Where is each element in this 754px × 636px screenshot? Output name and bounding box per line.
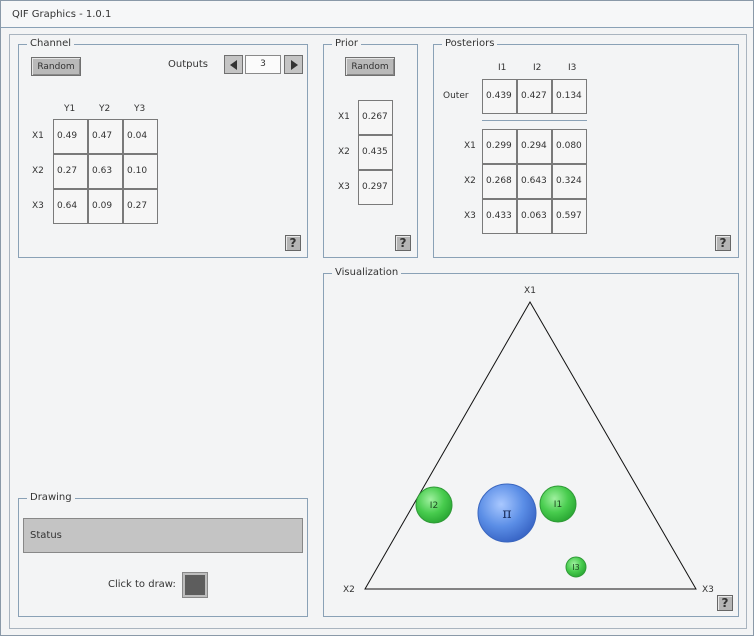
posteriors-cell: 0.268: [482, 164, 517, 199]
posteriors-cell: 0.299: [482, 129, 517, 164]
visualization-legend: Visualization: [332, 267, 402, 279]
posterior-point-i2[interactable]: [415, 486, 453, 524]
window-title: QIF Graphics - 1.0.1: [12, 9, 112, 20]
channel-cell[interactable]: 0.27: [53, 154, 88, 189]
title-bar: QIF Graphics - 1.0.1: [1, 1, 753, 28]
posterior-point-label: I1: [554, 500, 562, 510]
status-bar: Status: [23, 518, 303, 553]
channel-cell[interactable]: 0.04: [123, 119, 158, 154]
simplex-canvas[interactable]: X1 X2 X3 π I1 I2 I3: [324, 274, 738, 616]
posterior-point-i3[interactable]: [565, 556, 587, 578]
posteriors-cell: 0.063: [517, 199, 552, 234]
posteriors-column-header: I1: [498, 63, 507, 73]
posteriors-legend: Posteriors: [442, 38, 498, 50]
posteriors-cell: 0.643: [517, 164, 552, 199]
channel-cell[interactable]: 0.63: [88, 154, 123, 189]
posteriors-column-header: I3: [568, 63, 577, 73]
channel-row-label: X3: [32, 201, 44, 211]
channel-cell[interactable]: 0.64: [53, 189, 88, 224]
posteriors-row-label: X2: [464, 176, 476, 186]
channel-column-header: Y3: [134, 104, 146, 114]
posteriors-divider: [482, 120, 587, 121]
prior-point[interactable]: [477, 483, 537, 543]
posterior-point-label: I2: [430, 501, 438, 511]
arrow-right-icon: [291, 60, 298, 70]
channel-cell[interactable]: 0.09: [88, 189, 123, 224]
channel-cell[interactable]: 0.49: [53, 119, 88, 154]
posterior-point-label: I3: [572, 563, 579, 572]
posteriors-help-icon[interactable]: ?: [715, 235, 731, 251]
prior-row-label: X2: [338, 147, 350, 157]
posteriors-cell: 0.080: [552, 129, 587, 164]
vertex-label-left: X2: [343, 585, 355, 595]
posteriors-group: Posteriors I1 I2 I3 Outer 0.439 0.427 0.…: [433, 38, 739, 258]
posteriors-outer-cell: 0.134: [552, 79, 587, 114]
posteriors-row-label: X1: [464, 141, 476, 151]
prior-cell[interactable]: 0.297: [358, 170, 393, 205]
draw-color-swatch[interactable]: [182, 572, 208, 598]
outputs-label: Outputs: [168, 59, 208, 70]
channel-cell[interactable]: 0.27: [123, 189, 158, 224]
prior-row-label: X3: [338, 182, 350, 192]
simplex-triangle: [364, 300, 697, 590]
visualization-group: Visualization X1 X2: [323, 267, 739, 617]
outputs-field[interactable]: 3: [245, 55, 281, 74]
prior-legend: Prior: [332, 38, 361, 50]
posterior-point-i1[interactable]: [539, 485, 577, 523]
prior-group: Prior Random X1 X2 X3 0.267 0.435 0.297 …: [323, 38, 418, 258]
channel-help-icon[interactable]: ?: [285, 235, 301, 251]
outputs-increment-button[interactable]: [284, 55, 303, 74]
channel-legend: Channel: [27, 38, 75, 50]
posteriors-row-label: X3: [464, 211, 476, 221]
vertex-label-right: X3: [702, 585, 714, 595]
vertex-label-top: X1: [524, 286, 536, 296]
channel-row-label: X2: [32, 166, 44, 176]
channel-column-header: Y1: [64, 104, 76, 114]
posteriors-outer-label: Outer: [443, 91, 469, 101]
posteriors-outer-cell: 0.439: [482, 79, 517, 114]
channel-cell[interactable]: 0.10: [123, 154, 158, 189]
outputs-decrement-button[interactable]: [224, 55, 243, 74]
drawing-legend: Drawing: [27, 492, 75, 504]
channel-row-label: X1: [32, 131, 44, 141]
channel-group: Channel Random Outputs 3 Y1 Y2 Y3 X1 X2 …: [18, 38, 308, 258]
posteriors-cell: 0.324: [552, 164, 587, 199]
prior-row-label: X1: [338, 112, 350, 122]
posteriors-column-header: I2: [533, 63, 542, 73]
arrow-left-icon: [230, 60, 237, 70]
prior-point-label: π: [502, 506, 511, 522]
drawing-group: Drawing Status Click to draw:: [18, 492, 308, 617]
prior-cell[interactable]: 0.435: [358, 135, 393, 170]
prior-cell[interactable]: 0.267: [358, 100, 393, 135]
main-panel: Channel Random Outputs 3 Y1 Y2 Y3 X1 X2 …: [9, 34, 747, 629]
posteriors-cell: 0.294: [517, 129, 552, 164]
channel-cell[interactable]: 0.47: [88, 119, 123, 154]
prior-random-button[interactable]: Random: [345, 57, 395, 76]
posteriors-outer-cell: 0.427: [517, 79, 552, 114]
channel-column-header: Y2: [99, 104, 111, 114]
prior-help-icon[interactable]: ?: [395, 235, 411, 251]
visualization-help-icon[interactable]: ?: [717, 595, 733, 611]
click-to-draw-label: Click to draw:: [108, 579, 176, 590]
posteriors-cell: 0.433: [482, 199, 517, 234]
posteriors-cell: 0.597: [552, 199, 587, 234]
channel-random-button[interactable]: Random: [31, 57, 81, 76]
